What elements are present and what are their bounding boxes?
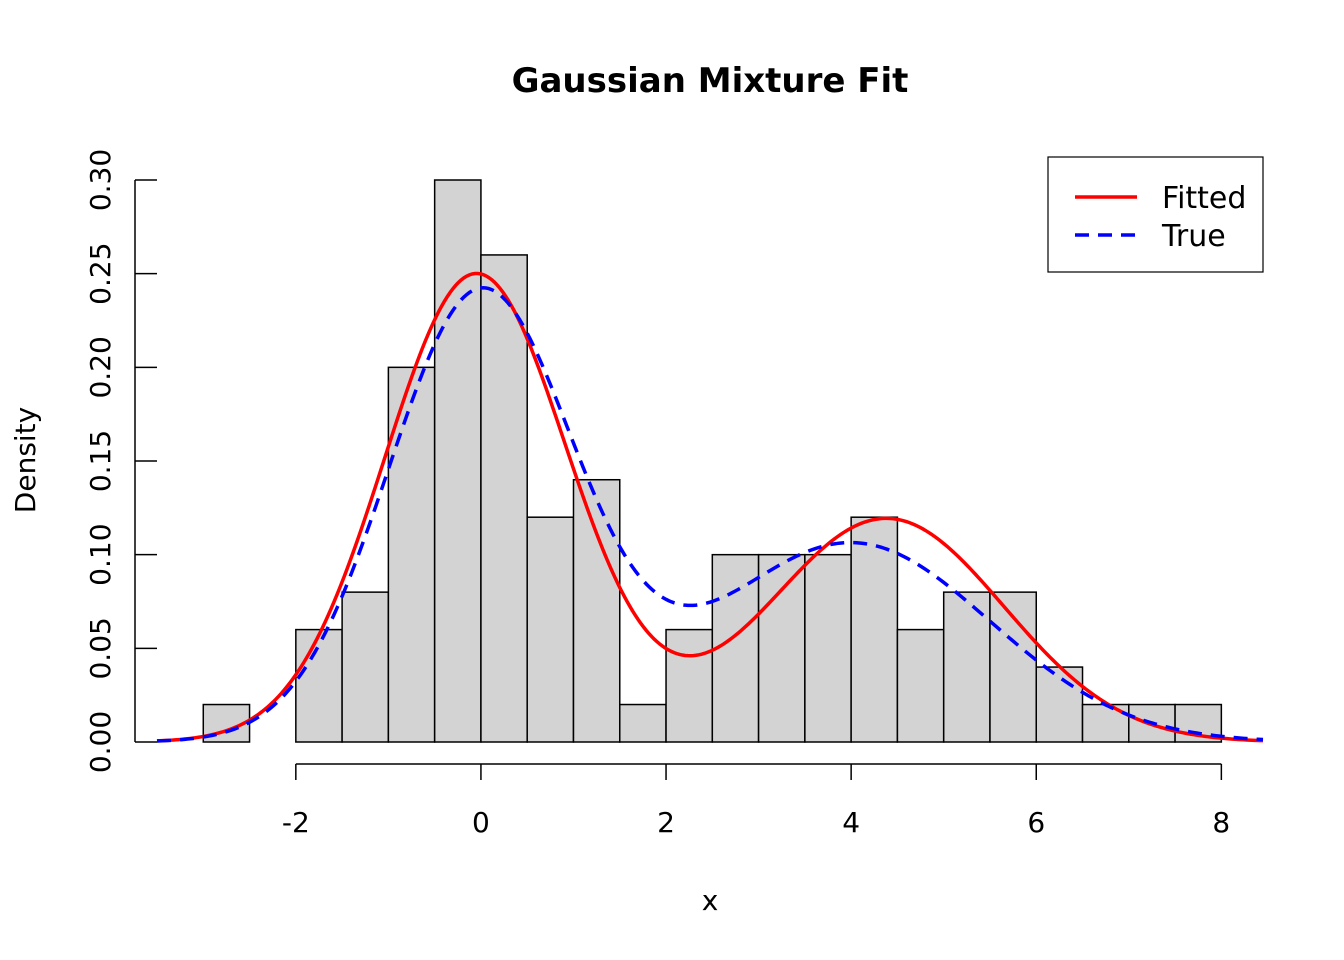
density-curves (156, 271, 1264, 743)
x-tick-label: -2 (282, 806, 310, 839)
histogram-bar (295, 628, 343, 743)
x-tick-label: 6 (1027, 806, 1045, 839)
y-tick-label: 0.00 (84, 711, 117, 773)
x-tick-label: 4 (842, 806, 860, 839)
histogram-bar (665, 628, 714, 743)
x-axis: -2 0 2 4 6 8 (282, 763, 1230, 839)
histogram-bars (202, 179, 1223, 743)
curve-fitted (156, 271, 1264, 743)
histogram-bar (341, 591, 390, 743)
y-tick-label: 0.10 (84, 523, 117, 585)
histogram-bar (526, 516, 575, 743)
histogram-bar (850, 516, 899, 743)
histogram-bar (1035, 666, 1084, 743)
histogram-bar (433, 179, 482, 743)
histogram-bar (619, 703, 667, 743)
y-tick-label: 0.20 (84, 336, 117, 398)
y-axis-label: Density (9, 407, 42, 513)
y-tick-label: 0.25 (84, 242, 117, 304)
y-tick-label: 0.15 (84, 430, 117, 492)
y-tick-label: 0.05 (84, 617, 117, 679)
histogram-bar (480, 254, 528, 743)
legend-box (1047, 156, 1264, 273)
legend: Fitted True (1047, 156, 1264, 273)
legend-label-fitted: Fitted (1162, 181, 1246, 216)
curve-true (156, 286, 1264, 743)
x-tick-label: 2 (657, 806, 675, 839)
histogram-bar (896, 628, 945, 743)
x-tick-label: 0 (472, 806, 490, 839)
histogram-bar (572, 478, 621, 743)
histogram-bar (757, 553, 806, 743)
legend-label-true: True (1161, 219, 1226, 254)
y-axis: 0.00 0.05 0.10 0.15 0.20 0.25 0.30 (84, 149, 157, 773)
chart-title: Gaussian Mixture Fit (512, 61, 909, 101)
x-axis-label: x (702, 884, 719, 917)
histogram-bar (804, 553, 852, 743)
y-tick-label: 0.30 (84, 149, 117, 211)
histogram-bar (942, 591, 991, 743)
histogram-bar (989, 591, 1037, 743)
x-tick-label: 8 (1212, 806, 1230, 839)
